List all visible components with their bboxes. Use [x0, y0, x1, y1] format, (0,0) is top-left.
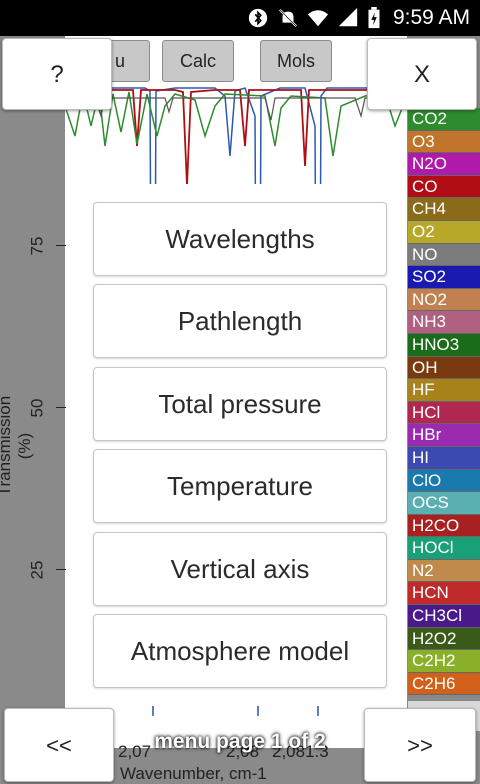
bluetooth-icon [248, 8, 268, 28]
legend-item-co2[interactable]: CO2 [408, 108, 480, 131]
legend-item-ch3cl[interactable]: CH3Cl [408, 605, 480, 628]
legend-item-ocs[interactable]: OCS [408, 492, 480, 515]
legend-item-hcn[interactable]: HCN [408, 582, 480, 606]
legend-item-hno3[interactable]: HNO3 [408, 333, 480, 357]
legend-item-so2[interactable]: SO2 [408, 266, 480, 289]
calc-button[interactable]: Calc [162, 40, 234, 82]
molecule-legend: CO2 O3 N2O CO CH4 O2 NO SO2 NO2 NH3 HNO3 OH HF HCl HBr… [408, 108, 480, 732]
legend-item-o2[interactable]: O2 [408, 220, 480, 244]
close-button[interactable]: X [367, 38, 477, 110]
mute-icon [278, 8, 297, 28]
legend-item-no[interactable]: NO [408, 243, 480, 267]
y-tick-mark [56, 569, 66, 570]
app-area: Transmission (%) 75 50 25 2,07 2,08 2,08… [0, 36, 480, 784]
legend-item-h2co[interactable]: H2CO [408, 514, 480, 538]
legend-item-hcl[interactable]: HCl [408, 401, 480, 425]
menu-button-label: u [114, 51, 125, 71]
legend-item-hbr[interactable]: HBr [408, 424, 480, 447]
legend-item-oh[interactable]: OH [408, 356, 480, 380]
menu-item-vertical-axis[interactable]: Vertical axis [93, 532, 387, 606]
y-tick-mark [56, 245, 66, 246]
legend-item-ch4[interactable]: CH4 [408, 198, 480, 221]
x-axis-label: Wavenumber, cm-1 [120, 764, 267, 783]
status-icons: 9:59 AM [247, 0, 470, 36]
menu-item-atmosphere-model[interactable]: Atmosphere model [93, 614, 387, 688]
help-button[interactable]: ? [2, 38, 112, 110]
menu-item-total-pressure[interactable]: Total pressure [93, 367, 387, 441]
x-tick-2: 2,08 [226, 742, 260, 761]
y-tick-50: 50 [27, 398, 47, 418]
menu-item-temperature[interactable]: Temperature [93, 449, 387, 523]
legend-item-clo[interactable]: ClO [408, 469, 480, 493]
next-page-button[interactable]: >> [364, 708, 476, 782]
series-co [65, 89, 407, 187]
legend-item-no2[interactable]: NO2 [408, 288, 480, 312]
legend-item-c2h2[interactable]: C2H2 [408, 650, 480, 673]
menu-item-wavelengths[interactable]: Wavelengths [93, 202, 387, 276]
signal-icon [338, 7, 358, 27]
x-tick-3: 2,081.3 [272, 742, 329, 761]
prev-page-button[interactable]: << [4, 708, 114, 782]
y-tick-mark [56, 407, 66, 408]
wifi-icon [307, 10, 329, 27]
legend-list: CO2 O3 N2O CO CH4 O2 NO SO2 NO2 NH3 HNO3 OH HF HCl HBr… [408, 108, 480, 696]
battery-charging-icon [368, 7, 380, 29]
legend-item-c2h6[interactable]: C2H6 [408, 672, 480, 696]
x-tick-1: 2,07 [118, 742, 152, 761]
mols-button-label: Mols [276, 51, 315, 71]
legend-item-co[interactable]: CO [408, 175, 480, 199]
legend-item-nh3[interactable]: NH3 [408, 311, 480, 334]
y-tick-25: 25 [27, 560, 47, 580]
y-tick-75: 75 [27, 236, 47, 256]
status-clock: 9:59 AM [392, 6, 470, 29]
legend-item-hocl[interactable]: HOCl [408, 537, 480, 560]
legend-item-o3[interactable]: O3 [408, 130, 480, 154]
legend-item-n2[interactable]: N2 [408, 559, 480, 583]
menu-page-indicator: menu page 1 of 2 [154, 730, 326, 753]
status-bar: 9:59 AM [0, 0, 480, 36]
legend-item-h2o2[interactable]: H2O2 [408, 627, 480, 651]
menu-item-pathlength[interactable]: Pathlength [93, 284, 387, 358]
legend-item-hi[interactable]: HI [408, 446, 480, 470]
mols-button[interactable]: Mols [260, 40, 332, 82]
calc-button-label: Calc [179, 51, 216, 71]
series-co2 [65, 91, 407, 157]
settings-menu: Wavelengths Pathlength Total pressure Te… [75, 184, 405, 706]
legend-item-hf[interactable]: HF [408, 379, 480, 402]
series-o3 [65, 97, 407, 121]
legend-item-n2o[interactable]: N2O [408, 153, 480, 176]
